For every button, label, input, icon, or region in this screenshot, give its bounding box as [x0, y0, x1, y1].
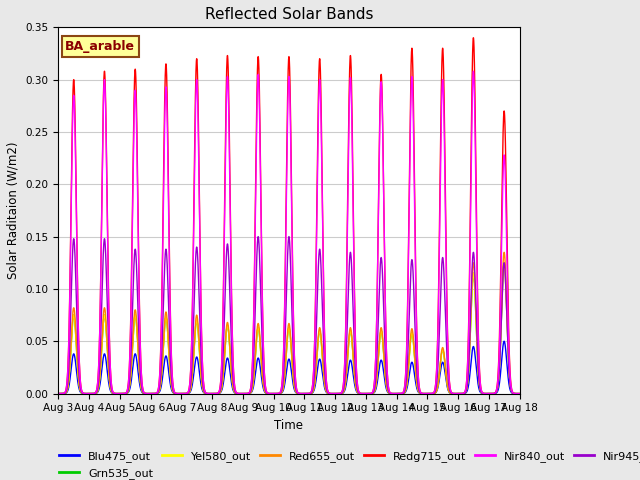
Yel580_out: [413, 384, 421, 390]
Line: Grn535_out: Grn535_out: [58, 263, 520, 394]
Nir840_out: [349, 178, 356, 183]
Nir945_out: [349, 296, 356, 302]
Redg715_out: [431, 384, 439, 390]
Nir840_out: [470, 68, 477, 74]
Grn535_out: [54, 391, 62, 396]
Nir945_out: [413, 377, 421, 383]
Redg715_out: [413, 354, 421, 360]
Line: Blu475_out: Blu475_out: [58, 341, 520, 394]
Nir840_out: [54, 391, 62, 396]
Redg715_out: [79, 390, 86, 396]
Blu475_out: [516, 391, 524, 396]
Nir945_out: [79, 390, 86, 396]
Blu475_out: [500, 338, 508, 344]
Line: Nir945_out: Nir945_out: [58, 237, 520, 394]
Grn535_out: [500, 260, 508, 265]
Blu475_out: [401, 390, 409, 396]
Nir945_out: [425, 391, 433, 396]
Redg715_out: [54, 391, 62, 396]
Y-axis label: Solar Raditaion (W/m2): Solar Raditaion (W/m2): [7, 142, 20, 279]
Blu475_out: [425, 391, 433, 396]
Yel580_out: [54, 391, 62, 396]
Nir840_out: [79, 390, 86, 396]
Red655_out: [401, 389, 409, 395]
Yel580_out: [349, 348, 356, 354]
Nir945_out: [431, 388, 439, 394]
Red655_out: [431, 390, 439, 396]
Nir945_out: [401, 387, 409, 393]
Grn535_out: [413, 384, 421, 390]
Red655_out: [413, 384, 421, 390]
Redg715_out: [516, 391, 524, 396]
Nir945_out: [254, 234, 262, 240]
Grn535_out: [516, 391, 524, 396]
Yel580_out: [401, 389, 409, 395]
Redg715_out: [470, 35, 477, 41]
Grn535_out: [79, 390, 86, 396]
Yel580_out: [79, 390, 86, 396]
Nir840_out: [516, 391, 524, 396]
Redg715_out: [401, 381, 409, 386]
Nir945_out: [54, 391, 62, 396]
Blu475_out: [413, 387, 421, 393]
Yel580_out: [431, 390, 439, 396]
Legend: Blu475_out, Grn535_out, Yel580_out, Red655_out, Redg715_out, Nir840_out, Nir945_: Blu475_out, Grn535_out, Yel580_out, Red6…: [54, 447, 640, 480]
Red655_out: [349, 346, 356, 352]
Title: Reflected Solar Bands: Reflected Solar Bands: [205, 7, 373, 22]
Red655_out: [79, 390, 86, 396]
Red655_out: [516, 391, 524, 396]
Red655_out: [500, 250, 508, 255]
Redg715_out: [425, 391, 433, 396]
Nir840_out: [401, 382, 409, 387]
Grn535_out: [425, 391, 433, 396]
Line: Nir840_out: Nir840_out: [58, 71, 520, 394]
Nir945_out: [516, 391, 524, 396]
Line: Red655_out: Red655_out: [58, 252, 520, 394]
X-axis label: Time: Time: [275, 419, 303, 432]
Nir840_out: [425, 391, 433, 396]
Yel580_out: [516, 391, 524, 396]
Nir840_out: [413, 358, 421, 363]
Text: BA_arable: BA_arable: [65, 40, 135, 53]
Grn535_out: [401, 389, 409, 395]
Nir840_out: [431, 385, 439, 391]
Line: Yel580_out: Yel580_out: [58, 263, 520, 394]
Line: Redg715_out: Redg715_out: [58, 38, 520, 394]
Red655_out: [54, 391, 62, 396]
Yel580_out: [425, 391, 433, 396]
Blu475_out: [349, 368, 356, 374]
Grn535_out: [431, 390, 439, 396]
Blu475_out: [54, 391, 62, 396]
Red655_out: [425, 391, 433, 396]
Blu475_out: [431, 390, 439, 396]
Redg715_out: [349, 163, 356, 168]
Blu475_out: [79, 391, 86, 396]
Yel580_out: [500, 260, 508, 265]
Grn535_out: [349, 348, 356, 354]
